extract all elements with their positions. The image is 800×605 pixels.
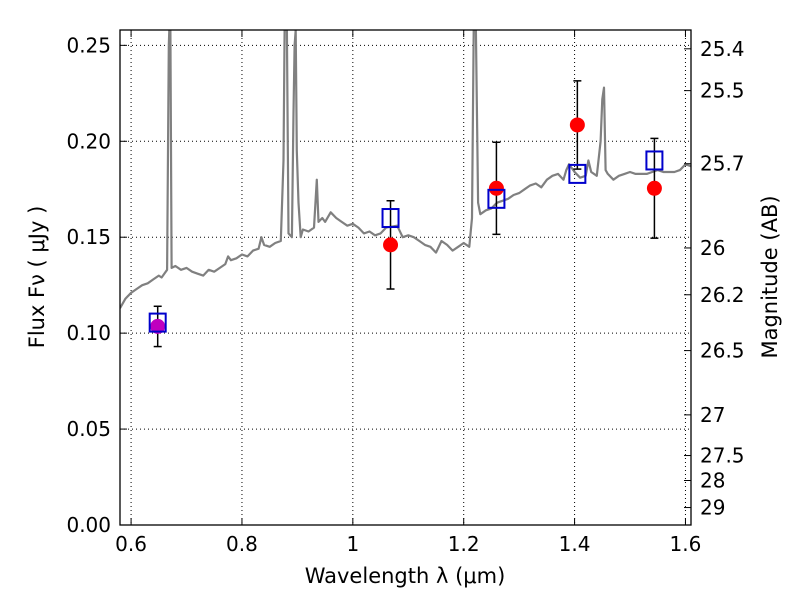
- plot-area: [120, 30, 691, 348]
- mag-tick-label: 27: [700, 403, 725, 427]
- observed-point: [488, 180, 504, 196]
- mag-tick-label: 26.2: [700, 283, 745, 307]
- y-axis-right-label: Magnitude (AB): [758, 195, 782, 358]
- mag-tick-label: 29: [700, 496, 725, 520]
- y-tick-label: 0.00: [66, 513, 111, 537]
- x-axis-label: Wavelength λ (μm): [305, 564, 506, 588]
- x-tick-label: 1.2: [448, 532, 480, 556]
- mag-tick-label: 27.5: [700, 444, 745, 468]
- x-tick-label: 0.6: [115, 532, 147, 556]
- x-tick-label: 1.4: [559, 532, 591, 556]
- observed-point: [383, 237, 399, 253]
- plot-frame: [119, 29, 692, 526]
- model-bandpass-marker: [381, 208, 400, 229]
- model-bandpass-marker: [568, 163, 587, 184]
- mag-tick-label: 25.5: [700, 79, 745, 103]
- x-tick-label: 1.6: [670, 532, 702, 556]
- model-spectrum-line: [120, 30, 691, 309]
- model-bandpass-marker: [148, 312, 167, 333]
- y-tick-label: 0.15: [66, 225, 111, 249]
- observed-point: [646, 180, 662, 196]
- mag-tick-label: 28: [700, 468, 725, 492]
- mag-tick-label: 26.5: [700, 339, 745, 363]
- x-tick-label: 0.8: [226, 532, 258, 556]
- observed-point: [569, 117, 585, 133]
- y-tick-label: 0.20: [66, 129, 111, 153]
- y-tick-label: 0.10: [66, 321, 111, 345]
- y-axis-label: Flux Fν ( μJy ): [25, 206, 49, 349]
- mag-tick-label: 26: [700, 236, 725, 260]
- model-bandpass-marker: [487, 188, 506, 209]
- grid: [120, 30, 691, 526]
- mag-tick-label: 25.4: [700, 37, 745, 61]
- x-tick-label: 1: [346, 532, 359, 556]
- axis-ticks: 0.6 0.8 1 1.2 1.4 1.6 0.00 0.05 0.10 0.15 0.20 0.25…: [66, 30, 745, 556]
- model-bandpass-marker: [645, 150, 664, 171]
- mag-tick-label: 25.7: [700, 152, 745, 176]
- observed-blended-point: [150, 318, 166, 334]
- y-tick-label: 0.25: [66, 33, 111, 57]
- y-tick-label: 0.05: [66, 417, 111, 441]
